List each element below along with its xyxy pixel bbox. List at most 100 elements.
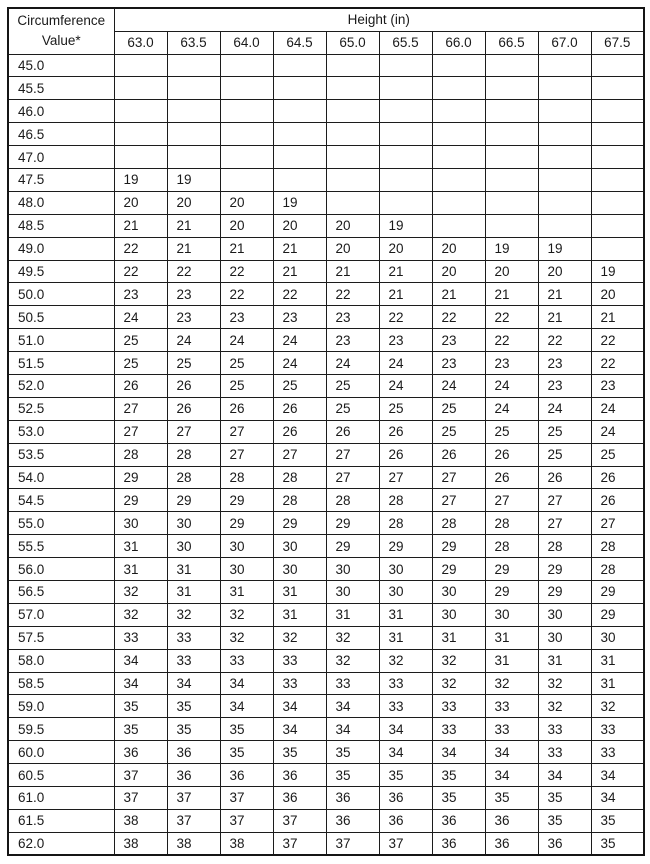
body-fat-value-cell (537, 213, 592, 238)
body-fat-value-cell (113, 76, 168, 101)
body-fat-value-cell: 22 (484, 328, 539, 353)
body-fat-value-cell (590, 76, 645, 101)
body-fat-value-cell: 25 (325, 396, 380, 421)
body-fat-value-cell: 28 (113, 442, 168, 467)
body-fat-value-cell: 23 (325, 328, 380, 353)
body-fat-value-cell: 21 (431, 282, 486, 307)
table-row: 61.0 37 37 37 36 36 36 35 35 35 34 (7, 786, 645, 810)
circumference-value-cell: 53.5 (7, 442, 115, 467)
body-fat-value-cell: 29 (113, 465, 168, 490)
body-fat-value-cell (166, 76, 221, 101)
body-fat-value-cell: 31 (590, 671, 645, 696)
body-fat-value-cell: 37 (113, 786, 168, 810)
body-fat-value-cell: 28 (325, 488, 380, 513)
body-fat-value-cell: 33 (378, 694, 433, 719)
body-fat-value-cell: 28 (166, 465, 221, 490)
body-fat-value-cell: 27 (484, 488, 539, 513)
body-fat-value-cell: 35 (431, 786, 486, 810)
body-fat-value-cell: 21 (219, 236, 274, 261)
body-fat-value-cell: 28 (272, 488, 327, 513)
body-fat-value-cell (431, 76, 486, 101)
circumference-value-cell: 54.5 (7, 488, 115, 513)
body-fat-value-cell: 33 (590, 717, 645, 742)
body-fat-value-cell (219, 53, 274, 78)
body-fat-value-cell: 32 (537, 671, 592, 696)
body-fat-value-cell: 29 (590, 579, 645, 604)
circumference-value-cell: 51.0 (7, 328, 115, 353)
body-fat-value-cell: 37 (166, 808, 221, 833)
table-row: 45.5 (7, 76, 645, 101)
body-fat-value-cell: 30 (537, 625, 592, 650)
body-fat-value-cell: 19 (272, 190, 327, 215)
body-fat-value-cell: 32 (113, 602, 168, 627)
body-fat-value-cell: 26 (484, 465, 539, 490)
body-fat-value-cell: 27 (537, 488, 592, 513)
body-fat-value-cell: 21 (378, 259, 433, 284)
body-fat-value-cell: 25 (431, 396, 486, 421)
height-column-header: 66.0 (431, 30, 486, 55)
body-fat-value-cell (590, 236, 645, 261)
body-fat-value-cell (484, 145, 539, 169)
body-fat-value-cell: 24 (166, 328, 221, 353)
circumference-value-cell: 55.0 (7, 511, 115, 536)
table-row: 51.5 25 25 25 24 24 24 23 23 23 22 (7, 351, 645, 375)
body-fat-value-cell: 31 (484, 648, 539, 673)
body-fat-value-cell: 36 (166, 740, 221, 765)
body-fat-value-cell: 28 (537, 534, 592, 559)
header-row-group: Circumference Value* Height (in) (7, 7, 645, 55)
body-fat-value-cell: 32 (272, 625, 327, 650)
body-fat-value-cell: 26 (219, 396, 274, 421)
body-fat-value-cell: 22 (219, 259, 274, 284)
body-fat-value-cell: 36 (431, 808, 486, 833)
body-fat-value-cell: 29 (272, 511, 327, 536)
body-fat-value-cell: 20 (431, 259, 486, 284)
body-fat-value-cell: 24 (484, 373, 539, 398)
body-fat-value-cell: 23 (378, 328, 433, 353)
table-row: 48.0 20 20 20 19 (7, 190, 645, 215)
circumference-value-cell: 54.0 (7, 465, 115, 490)
table-row: 62.0 38 38 38 37 37 37 36 36 36 35 (7, 831, 645, 856)
body-fat-value-cell (378, 53, 433, 78)
body-fat-value-cell (378, 99, 433, 124)
body-fat-value-cell: 33 (166, 648, 221, 673)
table-row: 45.0 (7, 53, 645, 78)
body-fat-value-cell: 25 (113, 328, 168, 353)
body-fat-value-cell: 22 (166, 259, 221, 284)
body-fat-value-cell: 19 (378, 213, 433, 238)
body-fat-value-cell: 32 (378, 648, 433, 673)
body-fat-value-cell (325, 76, 380, 101)
body-fat-value-cell: 34 (219, 694, 274, 719)
body-fat-value-cell: 20 (325, 213, 380, 238)
body-fat-value-cell: 34 (378, 740, 433, 765)
body-fat-value-cell: 19 (537, 236, 592, 261)
body-fat-value-cell: 22 (590, 351, 645, 375)
table-row: 53.5 28 28 27 27 27 26 26 26 25 25 (7, 442, 645, 467)
body-fat-value-cell: 36 (166, 763, 221, 787)
body-fat-value-cell: 34 (431, 740, 486, 765)
body-fat-value-cell: 26 (272, 396, 327, 421)
body-fat-value-cell: 24 (431, 373, 486, 398)
body-fat-value-cell: 33 (378, 671, 433, 696)
height-column-header: 65.5 (378, 30, 433, 55)
body-fat-value-cell: 35 (113, 694, 168, 719)
body-fat-value-cell: 24 (272, 328, 327, 353)
body-fat-value-cell (166, 53, 221, 78)
body-fat-value-cell: 28 (590, 557, 645, 581)
table-row: 54.0 29 28 28 28 27 27 27 26 26 26 (7, 465, 645, 490)
body-fat-value-cell (590, 145, 645, 169)
body-fat-value-cell (219, 76, 274, 101)
body-fat-value-cell: 32 (537, 694, 592, 719)
body-fat-value-cell: 37 (272, 831, 327, 856)
circumference-value-cell: 49.5 (7, 259, 115, 284)
body-fat-value-cell: 19 (484, 236, 539, 261)
body-fat-value-cell: 21 (590, 305, 645, 330)
body-fat-value-cell: 26 (166, 373, 221, 398)
corner-label-line2: Value* (41, 33, 81, 49)
body-fat-value-cell (219, 122, 274, 147)
body-fat-value-cell: 33 (272, 671, 327, 696)
body-fat-value-cell: 31 (537, 648, 592, 673)
body-fat-value-cell: 26 (166, 396, 221, 421)
body-fat-value-cell (325, 99, 380, 124)
body-fat-value-cell: 28 (272, 465, 327, 490)
height-column-header: 67.0 (537, 30, 592, 55)
